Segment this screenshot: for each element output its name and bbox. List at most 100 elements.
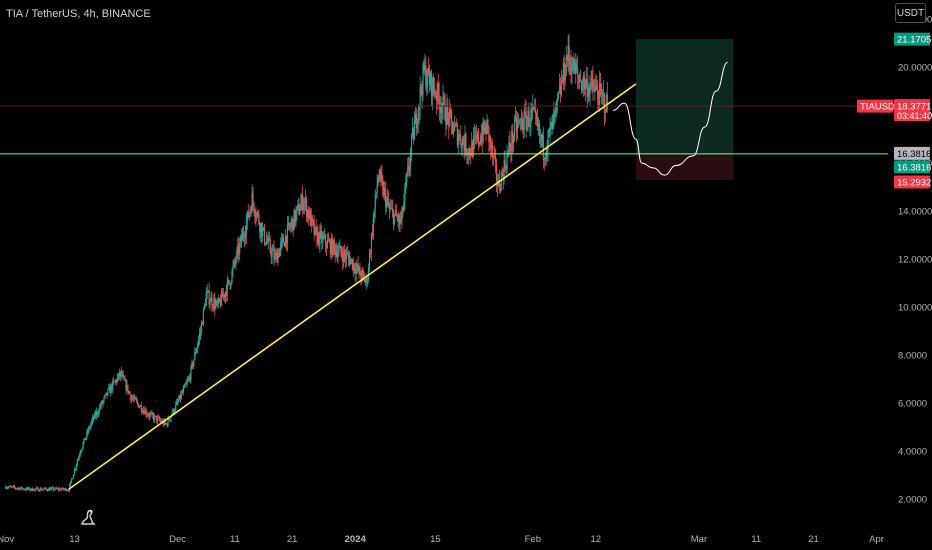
candle-body (332, 240, 334, 255)
price-tick-label: 12.0000 (898, 255, 932, 266)
candle-body (231, 270, 233, 283)
candle-body (173, 409, 175, 413)
candle-body (538, 123, 541, 136)
candle-body (536, 119, 539, 127)
target-zone (635, 39, 734, 154)
candle-body (168, 418, 170, 421)
candle-body (222, 294, 225, 298)
candle-body (401, 207, 403, 221)
candle-body (405, 182, 407, 188)
candle-body (193, 359, 195, 367)
candle-body (482, 121, 484, 142)
candle-body (544, 159, 546, 160)
candle-body (114, 380, 117, 382)
candle-body (84, 438, 86, 440)
candle-body (139, 405, 141, 407)
candle-body (577, 68, 579, 76)
target-price-label-bg (894, 32, 930, 46)
currency-button[interactable]: USDT (895, 3, 926, 23)
candle-body (303, 203, 305, 211)
candle-body (126, 384, 128, 390)
candle-body (423, 64, 425, 70)
candle-body (280, 242, 282, 249)
candle-body (52, 487, 55, 491)
candle-body (603, 95, 606, 113)
candle-body (439, 106, 441, 110)
candle-body (252, 193, 254, 204)
candle-body (59, 488, 61, 491)
candle-body (273, 249, 275, 260)
candle-body (135, 399, 138, 401)
candle-body (152, 413, 154, 416)
candle-body (443, 96, 445, 100)
candle-body (340, 245, 342, 253)
candle-body (275, 252, 277, 256)
candle-body (124, 380, 126, 381)
candle-body (320, 230, 322, 232)
candle-body (306, 210, 309, 217)
candle-body (136, 400, 139, 404)
candle-body (251, 193, 253, 213)
candle-body (53, 489, 56, 491)
candle-body (487, 119, 489, 126)
candle-body (73, 469, 76, 475)
candle-body (24, 489, 26, 491)
candle-body (110, 385, 112, 393)
candle-body (134, 397, 137, 400)
candle-body (203, 304, 205, 309)
candle-body (424, 65, 426, 70)
candle-body (142, 410, 144, 412)
candle-body (192, 362, 194, 367)
candle-body (513, 136, 515, 144)
candle-body (92, 417, 94, 421)
candle-body (261, 228, 264, 237)
candle-body (228, 279, 230, 284)
candle-body (7, 486, 10, 488)
candle-body (254, 212, 256, 217)
candle-body (494, 156, 496, 157)
last-price-label: 18.3771 (897, 102, 931, 113)
candle-body (568, 45, 570, 61)
candle-body (326, 240, 329, 248)
candle-body (162, 420, 164, 425)
candle-body (560, 81, 563, 95)
candle-body (400, 220, 402, 223)
candle-body (335, 251, 337, 255)
candle-body (458, 133, 460, 138)
candle-body (150, 413, 152, 415)
candle-body (109, 387, 111, 393)
candle-body (279, 248, 281, 257)
candle-body (357, 264, 359, 271)
candle-body (489, 137, 491, 143)
stop-price-label: 15.2932 (897, 178, 931, 189)
candle-body (145, 410, 147, 415)
candle-body (588, 88, 590, 95)
candle-body (149, 414, 151, 417)
candle-body (66, 490, 68, 491)
price-axis[interactable]: 22.000020.000018.000016.000014.000012.00… (898, 15, 932, 506)
time-tick-label: Nov (0, 534, 14, 545)
candle-body (7, 487, 9, 489)
candle-body (200, 323, 203, 332)
candle-body (220, 292, 223, 306)
candle-body (8, 486, 11, 487)
candle-body (263, 227, 266, 243)
candle-body (317, 232, 319, 244)
candle-body (215, 303, 217, 309)
candle-body (68, 490, 70, 491)
time-axis[interactable]: Nov 13 Dec 11 21 2024 15 Feb 12 Mar 11 21 Apr (0, 534, 884, 545)
candle-body (601, 93, 604, 95)
candle-body (51, 487, 54, 489)
candle-body (88, 427, 90, 433)
candle-body (492, 145, 494, 158)
candle-body (452, 131, 455, 134)
candle-body (503, 160, 505, 181)
candle-body (13, 486, 15, 488)
candle-body (390, 208, 393, 210)
candle-body (240, 236, 242, 243)
candle-body (343, 250, 345, 263)
candle-body (453, 125, 456, 132)
candle-body (42, 489, 44, 491)
candle-body (373, 209, 375, 219)
